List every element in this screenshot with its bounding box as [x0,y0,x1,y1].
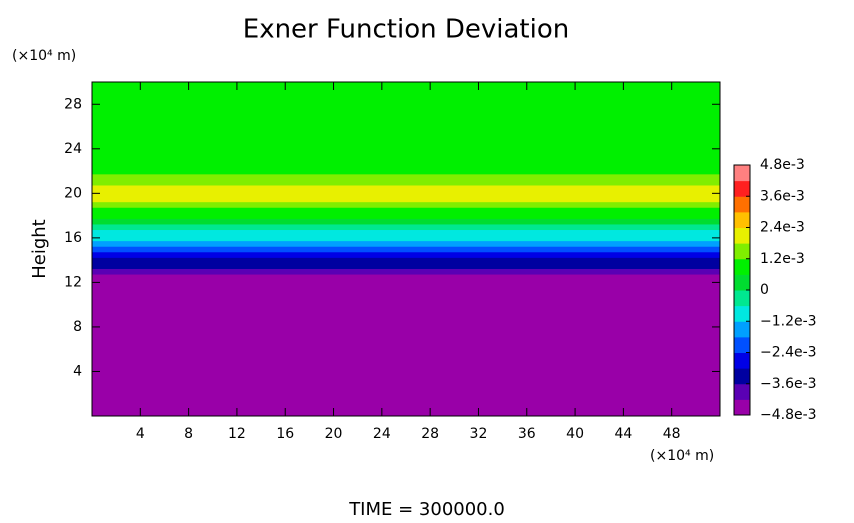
heat-band [92,251,720,258]
heat-band [92,229,720,236]
colorbar-swatch [734,196,750,213]
x-tick-label: 40 [566,426,584,442]
x-tick-label: 12 [228,426,246,442]
colorbar-swatch [734,258,750,275]
heat-band [92,92,720,116]
x-tick-label: 20 [325,426,343,442]
heat-band [92,114,720,139]
y-tick-label: 8 [73,319,82,335]
colorbar-swatch [734,243,750,260]
colorbar-tick-label: −2.4e-3 [760,345,817,361]
colorbar-tick-label: −4.8e-3 [760,407,817,423]
y-axis-title: Height [29,219,50,279]
colorbar-swatch [734,211,750,228]
colorbar-swatch [734,227,750,244]
heat-band [92,245,720,253]
x-tick-label: 48 [663,426,681,442]
x-tick-label: 8 [184,426,193,442]
y-tick-label: 12 [64,274,82,290]
y-tick-label: 28 [64,96,82,112]
chart-title: Exner Function Deviation [243,15,569,45]
x-tick-label: 16 [276,426,294,442]
x-tick-label: 36 [518,426,536,442]
colorbar-tick-label: −1.2e-3 [760,313,817,329]
colorbar-swatch [734,274,750,291]
heat-band [92,206,720,214]
heat-band [92,190,720,197]
heat-band [92,153,720,166]
heat-band [92,279,720,350]
colorbar-swatch [734,399,750,416]
heat-band [92,348,720,417]
colorbar-tick-label: 4.8e-3 [760,157,805,173]
colorbar-swatch [734,290,750,307]
heat-band [92,195,720,203]
colorbar-swatch [734,352,750,369]
x-tick-label: 44 [614,426,632,442]
colorbar-tick-label: −3.6e-3 [760,376,817,392]
time-annotation: TIME = 300000.0 [348,499,505,519]
heat-band [92,262,720,269]
y-unit: (×10⁴ m) [12,48,76,64]
heat-band [92,234,720,242]
x-tick-label: 24 [373,426,391,442]
y-tick-label: 4 [73,363,82,379]
colorbar-swatch [734,321,750,338]
x-tick-label: 32 [470,426,488,442]
colorbar-swatch [734,336,750,353]
heat-band [92,223,720,231]
heat-band [92,212,720,219]
heat-band [92,256,720,264]
colorbar-swatch [734,383,750,400]
colorbar-swatch [734,180,750,197]
heat-band [92,173,720,180]
heat-band [92,267,720,275]
x-tick-label: 28 [421,426,439,442]
heat-band [92,217,720,225]
colorbar-tick-label: 2.4e-3 [760,220,805,236]
heat-band [92,201,720,208]
colorbar-tick-label: 1.2e-3 [760,251,805,267]
heat-band [92,165,720,175]
x-unit: (×10⁴ m) [650,448,714,464]
y-tick-label: 16 [64,230,82,246]
y-tick-label: 20 [64,185,82,201]
heat-band [92,184,720,192]
heat-band [92,137,720,155]
colorbar-tick-label: 3.6e-3 [760,188,805,204]
heat-band [92,81,720,94]
heat-band [92,273,720,281]
heat-band [92,178,720,186]
y-tick-label: 24 [64,141,82,157]
colorbar-swatch [734,165,750,182]
colorbar-tick-label: 0 [760,282,769,298]
plot-frame [91,81,721,417]
heat-band [92,240,720,247]
colorbar-swatch [734,368,750,385]
x-tick-label: 4 [136,426,145,442]
colorbar-swatch [734,305,750,322]
